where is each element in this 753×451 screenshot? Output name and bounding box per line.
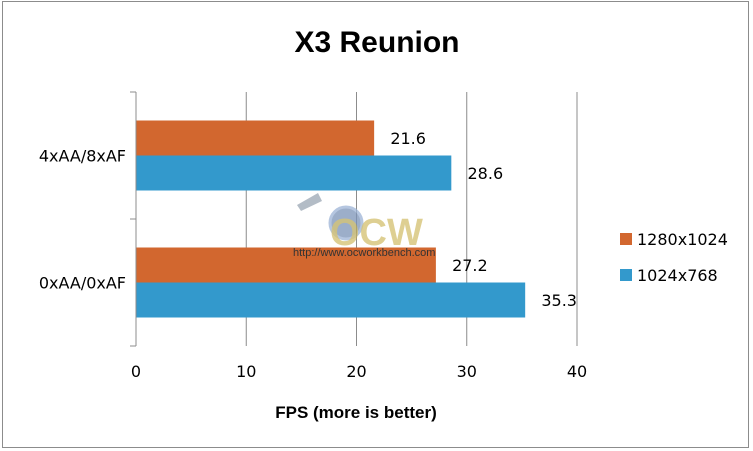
x-axis: 0 10 20 30 40 — [131, 362, 587, 381]
x-tick-label: 30 — [457, 362, 477, 381]
x-tick-label: 10 — [236, 362, 256, 381]
watermark-url: http://www.ocworkbench.com — [293, 247, 435, 259]
y-category-label: 0xAA/0xAF — [39, 274, 126, 293]
watermark: OCW http://www.ocworkbench.com — [293, 193, 435, 259]
legend-label: 1024x768 — [637, 266, 718, 285]
bar-1024x768-0xAA/0xAF — [136, 282, 526, 318]
bars-group — [136, 120, 526, 318]
data-labels: 21.6 28.6 27.2 35.3 — [390, 129, 577, 310]
data-label: 35.3 — [541, 291, 577, 310]
x-tick-label: 40 — [567, 362, 587, 381]
data-label: 21.6 — [390, 129, 426, 148]
data-label: 28.6 — [468, 164, 504, 183]
y-axis: 4xAA/8xAF 0xAA/0xAF — [39, 91, 137, 347]
watermark-logo: OCW — [297, 193, 423, 254]
legend-label: 1280x1024 — [637, 230, 728, 249]
bar-1024x768-4xAA/8xAF — [136, 155, 452, 191]
svg-text:OCW: OCW — [330, 212, 423, 254]
legend-swatch — [620, 233, 632, 245]
legend: 1280x1024 1024x768 — [620, 230, 728, 285]
x-tick-label: 0 — [131, 362, 141, 381]
data-label: 27.2 — [452, 256, 488, 275]
x-tick-label: 20 — [346, 362, 366, 381]
x-axis-title: FPS (more is better) — [275, 403, 437, 422]
bar-1280x1024-0xAA/0xAF — [136, 247, 436, 283]
legend-swatch — [620, 269, 632, 281]
bar-1280x1024-4xAA/8xAF — [136, 120, 375, 156]
chart-title: X3 Reunion — [294, 26, 459, 59]
y-category-label: 4xAA/8xAF — [39, 147, 126, 166]
